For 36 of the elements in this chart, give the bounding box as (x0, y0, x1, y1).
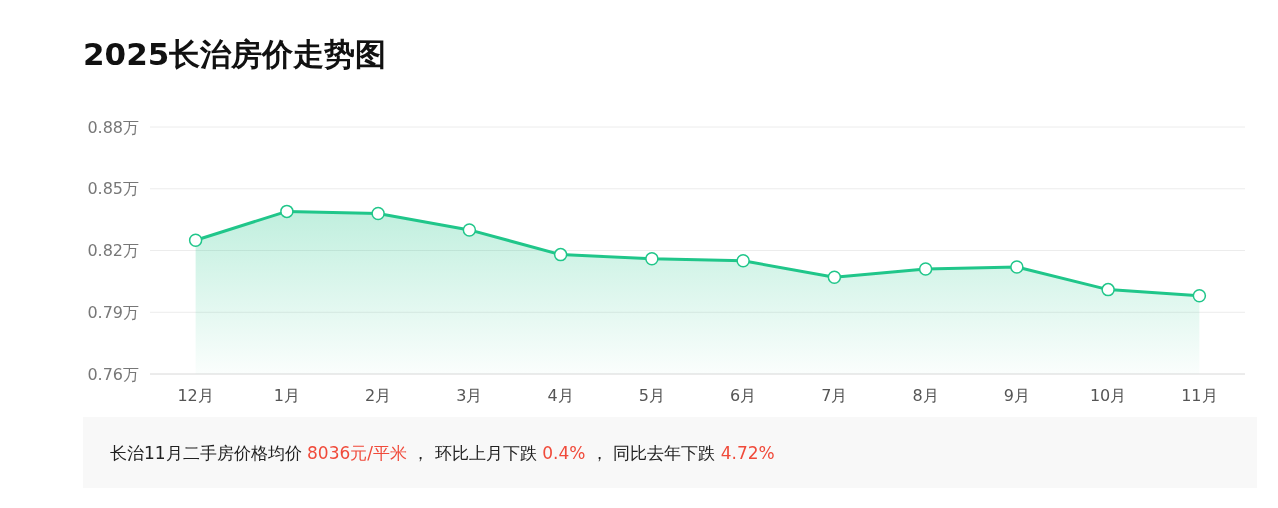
x-tick-label: 5月 (638, 386, 665, 405)
point (918, 262, 933, 276)
point (553, 247, 568, 262)
point (371, 206, 385, 221)
text: 长治11月二手房价格均价 (110, 443, 308, 463)
text: 4.72% (720, 443, 775, 463)
point (1101, 282, 1115, 297)
text: 0.4% (542, 443, 586, 463)
point (462, 223, 477, 237)
point (736, 254, 750, 268)
x-tick-label: 12月 (177, 386, 214, 405)
x-tick-label: 10月 (1089, 386, 1127, 405)
point (1192, 289, 1207, 303)
x-tick-label: 8月 (912, 386, 939, 405)
text: 8036元/平米 (307, 443, 408, 463)
y-tick-label: 0.82万 (87, 241, 139, 261)
x-tick-label: 7月 (821, 386, 848, 405)
point (280, 204, 294, 219)
point (827, 270, 842, 285)
chart-title: 2025长治房价走势图 (83, 36, 387, 72)
text: ， 同比去年下跌 (585, 443, 721, 463)
y-tick-label: 0.76万 (87, 364, 139, 384)
x-tick-label: 4月 (547, 386, 574, 405)
y-tick-label: 0.79万 (87, 302, 139, 322)
x-tick-label: 11月 (1181, 386, 1218, 405)
x-tick-label: 1月 (273, 386, 300, 405)
point (1010, 260, 1024, 274)
y-tick-label: 0.85万 (87, 179, 139, 199)
text: ， 环比上月下跌 (407, 443, 543, 463)
y-tick-label: 0.88万 (87, 117, 139, 137)
x-tick-label: 3月 (456, 386, 483, 405)
x-tick-label: 6月 (730, 386, 757, 405)
x-tick-label: 9月 (1003, 386, 1030, 405)
point (645, 251, 659, 266)
x-tick-label: 2月 (365, 386, 392, 405)
point (188, 233, 203, 247)
